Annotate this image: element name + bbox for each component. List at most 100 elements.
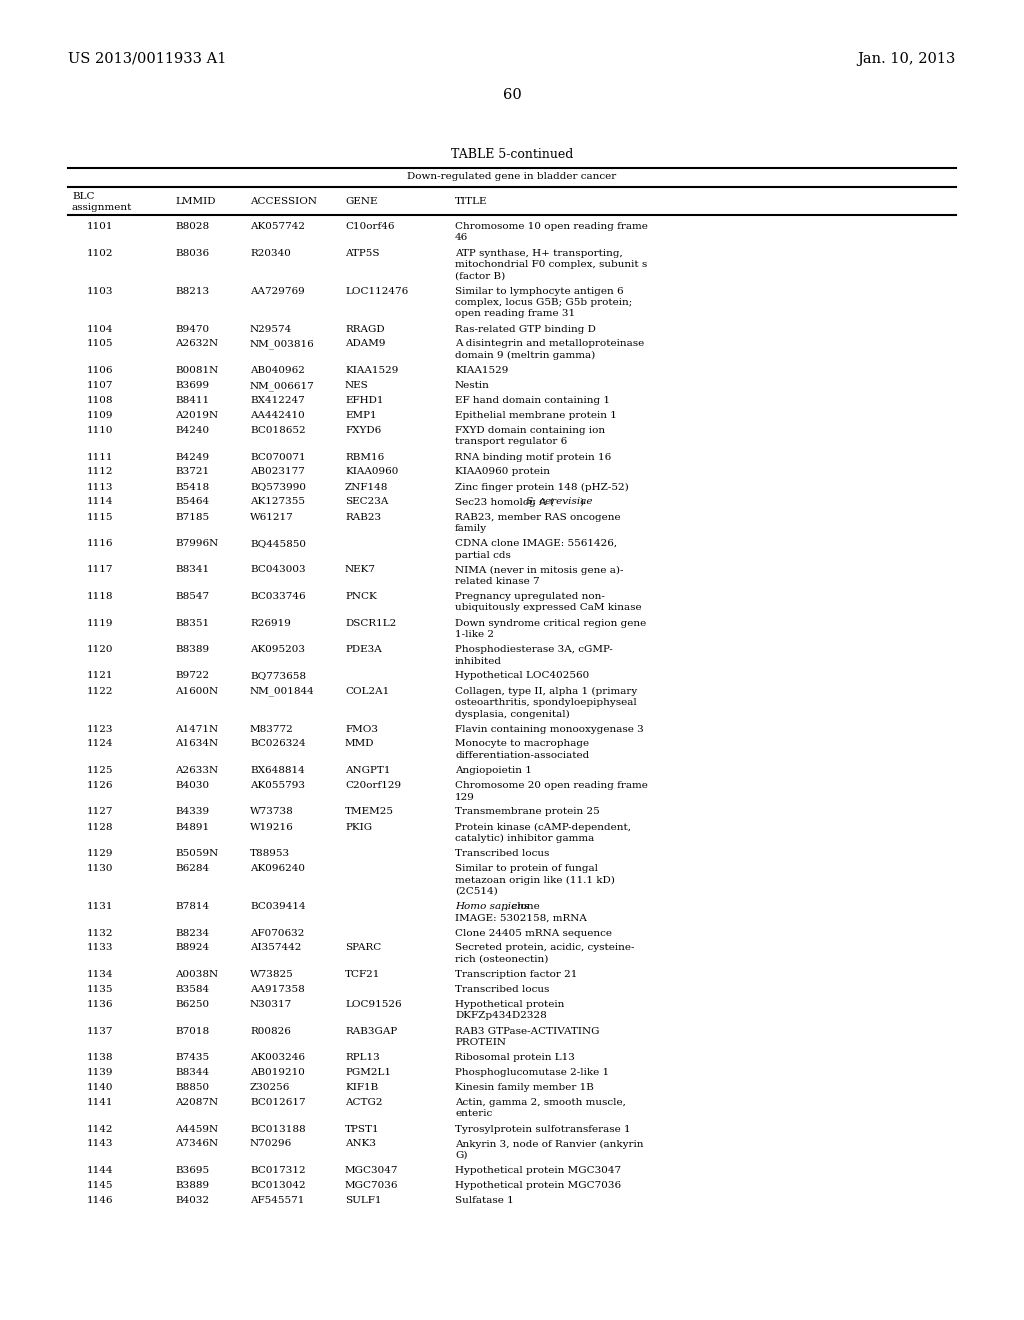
Text: B3695: B3695 bbox=[175, 1166, 209, 1175]
Text: BQ773658: BQ773658 bbox=[250, 672, 306, 681]
Text: Ankyrin 3, node of Ranvier (ankyrin: Ankyrin 3, node of Ranvier (ankyrin bbox=[455, 1139, 643, 1148]
Text: KIAA0960 protein: KIAA0960 protein bbox=[455, 467, 550, 477]
Text: NM_001844: NM_001844 bbox=[250, 686, 314, 696]
Text: SEC23A: SEC23A bbox=[345, 498, 388, 507]
Text: 1115: 1115 bbox=[87, 512, 114, 521]
Text: Monocyte to macrophage: Monocyte to macrophage bbox=[455, 739, 589, 748]
Text: PNCK: PNCK bbox=[345, 591, 377, 601]
Text: 1135: 1135 bbox=[87, 985, 114, 994]
Text: Transmembrane protein 25: Transmembrane protein 25 bbox=[455, 808, 600, 817]
Text: 1129: 1129 bbox=[87, 849, 114, 858]
Text: partial cds: partial cds bbox=[455, 550, 511, 560]
Text: Chromosome 20 open reading frame: Chromosome 20 open reading frame bbox=[455, 781, 648, 789]
Text: B8547: B8547 bbox=[175, 591, 209, 601]
Text: ACTG2: ACTG2 bbox=[345, 1098, 383, 1107]
Text: RAB23: RAB23 bbox=[345, 512, 381, 521]
Text: AI357442: AI357442 bbox=[250, 944, 301, 953]
Text: Z30256: Z30256 bbox=[250, 1082, 291, 1092]
Text: 1116: 1116 bbox=[87, 539, 114, 548]
Text: B3889: B3889 bbox=[175, 1181, 209, 1191]
Text: EFHD1: EFHD1 bbox=[345, 396, 384, 405]
Text: B8344: B8344 bbox=[175, 1068, 209, 1077]
Text: Ras-related GTP binding D: Ras-related GTP binding D bbox=[455, 325, 596, 334]
Text: FXYD domain containing ion: FXYD domain containing ion bbox=[455, 426, 605, 436]
Text: M83772: M83772 bbox=[250, 725, 294, 734]
Text: family: family bbox=[455, 524, 487, 533]
Text: A2019N: A2019N bbox=[175, 411, 218, 420]
Text: RAB23, member RAS oncogene: RAB23, member RAS oncogene bbox=[455, 512, 621, 521]
Text: Down syndrome critical region gene: Down syndrome critical region gene bbox=[455, 619, 646, 627]
Text: RNA binding motif protein 16: RNA binding motif protein 16 bbox=[455, 453, 611, 462]
Text: TITLE: TITLE bbox=[455, 197, 487, 206]
Text: ubiquitously expressed CaM kinase: ubiquitously expressed CaM kinase bbox=[455, 603, 642, 612]
Text: 1138: 1138 bbox=[87, 1053, 114, 1063]
Text: B3721: B3721 bbox=[175, 467, 209, 477]
Text: enteric: enteric bbox=[455, 1110, 493, 1118]
Text: 1110: 1110 bbox=[87, 426, 114, 436]
Text: rich (osteonectin): rich (osteonectin) bbox=[455, 954, 549, 964]
Text: complex, locus G5B; G5b protein;: complex, locus G5B; G5b protein; bbox=[455, 298, 632, 308]
Text: TABLE 5-continued: TABLE 5-continued bbox=[451, 148, 573, 161]
Text: Tyrosylprotein sulfotransferase 1: Tyrosylprotein sulfotransferase 1 bbox=[455, 1125, 631, 1134]
Text: MGC3047: MGC3047 bbox=[345, 1166, 398, 1175]
Text: RAB3 GTPase-ACTIVATING: RAB3 GTPase-ACTIVATING bbox=[455, 1027, 599, 1035]
Text: B5059N: B5059N bbox=[175, 849, 218, 858]
Text: BLC: BLC bbox=[72, 191, 94, 201]
Text: ZNF148: ZNF148 bbox=[345, 483, 388, 491]
Text: BC039414: BC039414 bbox=[250, 902, 305, 911]
Text: B8234: B8234 bbox=[175, 928, 209, 937]
Text: A2087N: A2087N bbox=[175, 1098, 218, 1107]
Text: AA442410: AA442410 bbox=[250, 411, 305, 420]
Text: LMMID: LMMID bbox=[175, 197, 215, 206]
Text: Sulfatase 1: Sulfatase 1 bbox=[455, 1196, 514, 1205]
Text: BC017312: BC017312 bbox=[250, 1166, 305, 1175]
Text: ATP synthase, H+ transporting,: ATP synthase, H+ transporting, bbox=[455, 248, 623, 257]
Text: B7814: B7814 bbox=[175, 902, 209, 911]
Text: B8850: B8850 bbox=[175, 1082, 209, 1092]
Text: BC013042: BC013042 bbox=[250, 1181, 305, 1191]
Text: SPARC: SPARC bbox=[345, 944, 381, 953]
Text: Hypothetical LOC402560: Hypothetical LOC402560 bbox=[455, 672, 589, 681]
Text: LOC112476: LOC112476 bbox=[345, 286, 409, 296]
Text: PDE3A: PDE3A bbox=[345, 645, 382, 653]
Text: 1136: 1136 bbox=[87, 1001, 114, 1008]
Text: ANK3: ANK3 bbox=[345, 1139, 376, 1148]
Text: osteoarthritis, spondyloepiphyseal: osteoarthritis, spondyloepiphyseal bbox=[455, 698, 637, 708]
Text: ACCESSION: ACCESSION bbox=[250, 197, 317, 206]
Text: open reading frame 31: open reading frame 31 bbox=[455, 309, 575, 318]
Text: ADAM9: ADAM9 bbox=[345, 339, 385, 348]
Text: Similar to lymphocyte antigen 6: Similar to lymphocyte antigen 6 bbox=[455, 286, 624, 296]
Text: Hypothetical protein MGC3047: Hypothetical protein MGC3047 bbox=[455, 1166, 622, 1175]
Text: Transcribed locus: Transcribed locus bbox=[455, 849, 549, 858]
Text: 1130: 1130 bbox=[87, 865, 114, 873]
Text: A2632N: A2632N bbox=[175, 339, 218, 348]
Text: 1105: 1105 bbox=[87, 339, 114, 348]
Text: FMO3: FMO3 bbox=[345, 725, 378, 734]
Text: KIAA0960: KIAA0960 bbox=[345, 467, 398, 477]
Text: AF545571: AF545571 bbox=[250, 1196, 304, 1205]
Text: RRAGD: RRAGD bbox=[345, 325, 385, 334]
Text: TMEM25: TMEM25 bbox=[345, 808, 394, 817]
Text: (2C514): (2C514) bbox=[455, 887, 498, 896]
Text: assignment: assignment bbox=[72, 203, 132, 213]
Text: BC026324: BC026324 bbox=[250, 739, 305, 748]
Text: IMAGE: 5302158, mRNA: IMAGE: 5302158, mRNA bbox=[455, 913, 587, 923]
Text: Protein kinase (cAMP-dependent,: Protein kinase (cAMP-dependent, bbox=[455, 822, 631, 832]
Text: 1108: 1108 bbox=[87, 396, 114, 405]
Text: KIAA1529: KIAA1529 bbox=[455, 366, 508, 375]
Text: Clone 24405 mRNA sequence: Clone 24405 mRNA sequence bbox=[455, 928, 612, 937]
Text: 1101: 1101 bbox=[87, 222, 114, 231]
Text: B5418: B5418 bbox=[175, 483, 209, 491]
Text: KIF1B: KIF1B bbox=[345, 1082, 378, 1092]
Text: B8341: B8341 bbox=[175, 565, 209, 574]
Text: AK055793: AK055793 bbox=[250, 781, 305, 789]
Text: A1471N: A1471N bbox=[175, 725, 218, 734]
Text: 1145: 1145 bbox=[87, 1181, 114, 1191]
Text: mitochondrial F0 complex, subunit s: mitochondrial F0 complex, subunit s bbox=[455, 260, 647, 269]
Text: AK003246: AK003246 bbox=[250, 1053, 305, 1063]
Text: 1126: 1126 bbox=[87, 781, 114, 789]
Text: B0081N: B0081N bbox=[175, 366, 218, 375]
Text: DKFZp434D2328: DKFZp434D2328 bbox=[455, 1011, 547, 1020]
Text: W73738: W73738 bbox=[250, 808, 294, 817]
Text: 1118: 1118 bbox=[87, 591, 114, 601]
